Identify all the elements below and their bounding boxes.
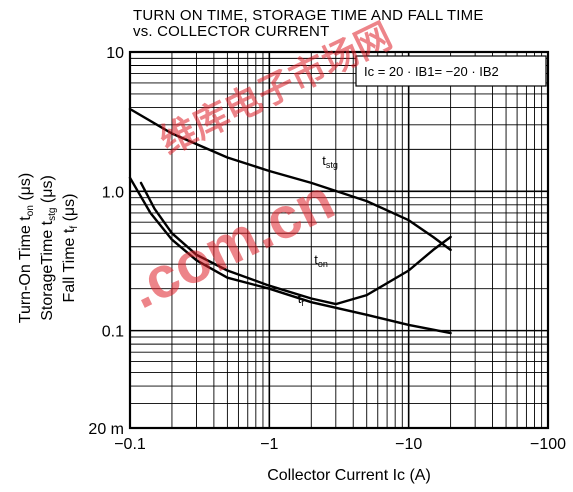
- series-label-tf: tf: [298, 291, 305, 308]
- chart-title-line-2: vs. COLLECTOR CURRENT: [133, 23, 330, 40]
- series-line-tf: [128, 176, 452, 335]
- y-tick-label: 20 m: [88, 421, 124, 438]
- condition-box: Ic = 20 · IB1= −20 · IB2: [355, 55, 547, 87]
- x-tick-labels: −0.1 −1 −10 −100: [114, 436, 566, 453]
- series-line-ton: [139, 181, 452, 306]
- y-tick-label: 10: [106, 45, 124, 62]
- condition-box-frame: [355, 55, 547, 87]
- minor-grid: [130, 52, 548, 428]
- x-tick-label: −1: [260, 436, 278, 453]
- y-axis-label-line: Turn-On Time ton (μs): [17, 173, 36, 323]
- y-axis-label-line: Fall Time tf (μs): [61, 194, 80, 303]
- y-axis-label: Turn-On Time ton (μs)StorageTime tstg (μ…: [17, 173, 80, 323]
- y-tick-label: 0.1: [102, 324, 124, 341]
- y-tick-labels: 10 1.0 0.1 20 m: [88, 45, 124, 438]
- plot-frame: [128, 50, 550, 430]
- x-tick-label: −100: [530, 436, 566, 453]
- x-axis-label: Collector Current Ic (A): [267, 467, 431, 484]
- series-label-ton: ton: [314, 252, 328, 269]
- major-grid: [130, 52, 548, 428]
- chart-title-line-1: TURN ON TIME, STORAGE TIME AND FALL TIME: [133, 7, 484, 24]
- condition-box-text: Ic = 20 · IB1= −20 · IB2: [364, 64, 499, 79]
- y-tick-label: 1.0: [102, 184, 124, 201]
- y-axis-label-line: StorageTime tstg (μs): [39, 175, 58, 321]
- x-tick-label: −0.1: [114, 436, 146, 453]
- series-line-tstg: [128, 107, 452, 252]
- x-tick-label: −10: [395, 436, 422, 453]
- series-layer: [128, 107, 452, 335]
